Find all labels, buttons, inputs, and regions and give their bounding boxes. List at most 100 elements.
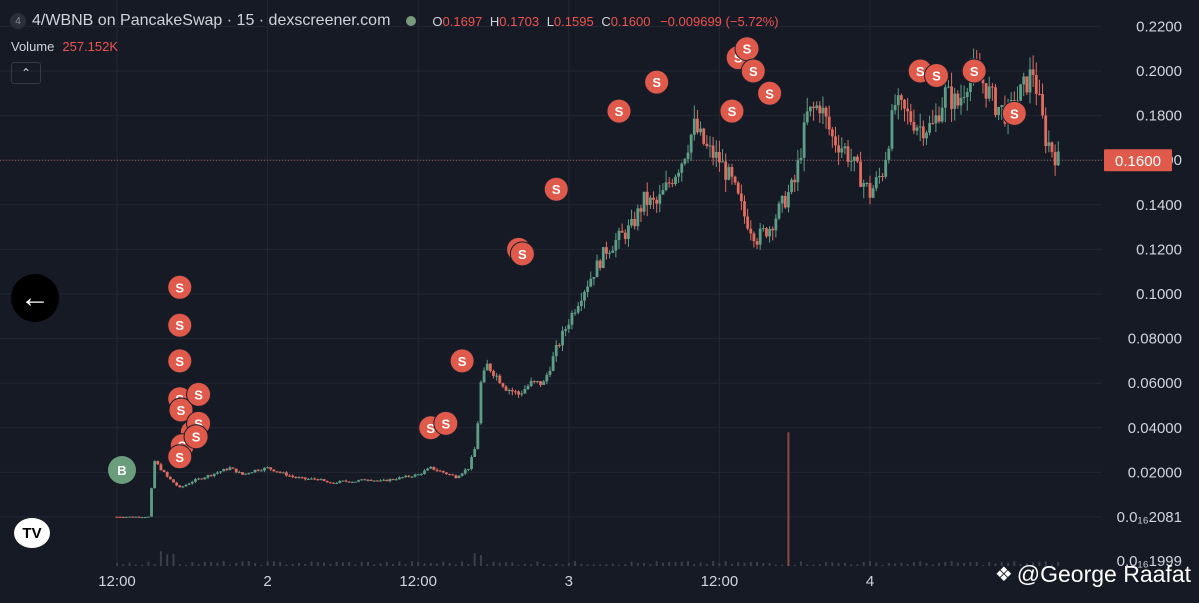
candle-body (868, 183, 872, 198)
volume-bar (316, 562, 319, 566)
volume-bar (793, 564, 796, 566)
volume-bar (360, 561, 363, 566)
candle-body (460, 473, 464, 476)
tradingview-logo[interactable]: TV (14, 518, 50, 548)
candle-body (222, 469, 226, 472)
candle-body (623, 232, 627, 239)
candle-body (928, 123, 932, 133)
y-tick-label: 0.0₁₆1999 (1117, 553, 1182, 570)
candle-body (385, 479, 389, 482)
candle-body (165, 471, 169, 477)
sell-marker-label: S (652, 75, 661, 90)
volume-bar (699, 562, 702, 566)
candle-body (589, 278, 593, 287)
candle-body (467, 468, 470, 470)
candle-body (297, 477, 301, 479)
volume-bar (894, 563, 897, 566)
candle-body (674, 176, 677, 185)
sell-marker (1001, 100, 1027, 126)
volume-bar (461, 561, 464, 566)
volume-bar (260, 564, 263, 566)
candle-body (325, 480, 329, 483)
collapse-legend-button[interactable]: ⌃ (11, 62, 41, 84)
candle-body (263, 467, 266, 471)
sell-marker (606, 98, 632, 124)
x-tick-label: 2 (263, 573, 271, 590)
candle-body (269, 467, 273, 470)
sell-marker-label: S (743, 42, 752, 57)
volume-bar (1019, 564, 1022, 566)
y-tick-label: 0.1000 (1136, 286, 1182, 303)
volume-bar (210, 561, 213, 566)
y-tick-label: 0.02000 (1128, 464, 1182, 481)
sell-marker-label: S (765, 86, 774, 101)
volume-bar (134, 564, 137, 566)
volume-bar (981, 564, 984, 566)
sell-marker (719, 98, 745, 124)
sell-marker-label: S (615, 104, 624, 119)
candle-body (275, 471, 279, 473)
candle-body (793, 179, 797, 183)
candle-body (899, 95, 903, 100)
volume-bar (900, 562, 903, 566)
candle-body (382, 479, 386, 481)
volume-bar (335, 561, 338, 566)
candle-body (874, 177, 878, 189)
volume-bar (285, 564, 288, 566)
volume-bar (862, 561, 865, 566)
candle-body (300, 477, 304, 479)
candle-body (598, 260, 602, 268)
candle-body (846, 146, 850, 162)
candle-body (918, 126, 922, 128)
candle-body (175, 482, 179, 486)
candle-body (410, 476, 414, 478)
candle-body (413, 474, 417, 477)
candle-body (228, 467, 232, 471)
candle-body (379, 480, 382, 482)
candle-body (266, 467, 269, 469)
candle-body (856, 156, 859, 162)
candle-body (426, 468, 430, 471)
candle-body (532, 380, 536, 382)
candle-body (699, 128, 702, 133)
sell-marker-label: S (175, 354, 184, 369)
volume-bar (279, 561, 282, 566)
candle-body (658, 194, 662, 204)
candle-body (636, 208, 640, 227)
candle-body (357, 480, 360, 482)
candle-body (667, 182, 671, 184)
candle-body (815, 105, 819, 109)
candle-body (579, 300, 583, 307)
volume-bar (185, 564, 188, 566)
volume-bar (367, 561, 369, 566)
volume-bar (674, 562, 677, 566)
volume-bar (649, 564, 652, 566)
candle-body (288, 475, 291, 477)
candle-body (787, 192, 790, 208)
sell-marker (644, 69, 670, 95)
volume-bar (1000, 561, 1003, 566)
volume-bar (291, 564, 294, 566)
candle-body (156, 461, 160, 465)
volume-bar (912, 562, 915, 566)
candle-body (761, 228, 765, 230)
candle-body (743, 201, 746, 217)
candle-body (887, 148, 891, 160)
candle-body (1053, 152, 1057, 166)
candle-body (821, 107, 825, 114)
candle-body (692, 118, 696, 135)
volume-bar (235, 563, 238, 566)
volume-bar (523, 563, 526, 566)
candle-body (718, 151, 721, 163)
volume-bar (636, 562, 639, 566)
volume-bar (442, 561, 445, 566)
chart-title: 4/WBNB on PancakeSwap · 15 · dexscreener… (32, 12, 391, 29)
volume-bar (323, 562, 326, 566)
candle-body (200, 478, 204, 480)
volume-label: Volume (11, 39, 55, 54)
current-price-label: 0.1600 (1115, 153, 1161, 170)
volume-bar (630, 561, 633, 566)
back-button[interactable]: ← (11, 274, 59, 322)
volume-bar (1050, 564, 1053, 566)
